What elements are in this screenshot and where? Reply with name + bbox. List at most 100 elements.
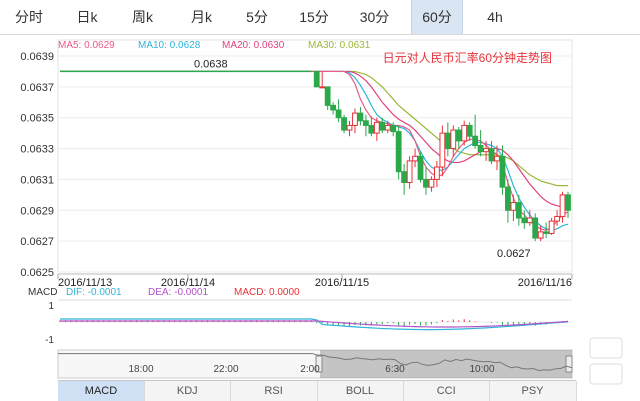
y-tick-label: 0.0631 <box>20 174 54 186</box>
y-tick-label: 0.0639 <box>20 51 54 63</box>
navigator-handle-right <box>565 355 573 373</box>
macd-dea: DEA: -0.0001 <box>148 287 208 298</box>
ma-legend: MA5: 0.0629 MA10: 0.0628 MA20: 0.0630 MA30:… <box>58 40 371 51</box>
candle-body <box>373 121 380 134</box>
candle-body <box>532 217 539 239</box>
candle-body <box>324 86 331 106</box>
tab-1[interactable]: 日k <box>76 9 98 25</box>
ma30-legend: MA30: 0.0631 <box>308 40 371 51</box>
tab-5[interactable]: 15分 <box>299 9 329 25</box>
y-tick-label: 0.0633 <box>20 144 54 156</box>
candle-body <box>428 178 435 188</box>
y-axis-ticks: 0.0639 0.0637 0.0635 0.0633 0.0631 0.0629 0.06… <box>20 51 572 279</box>
candle-body <box>505 186 511 211</box>
x-axis-ticks: 2016/11/13 2016/11/14 2016/11/15 2016/11/16 <box>57 274 573 289</box>
annotations: 0.0638 0.0627 日元对人民币汇率60分钟走势图 <box>194 50 552 260</box>
candle-body <box>461 124 468 142</box>
y-tick-label: 0.0635 <box>20 113 54 125</box>
watermark <box>586 334 626 390</box>
navigator-time: 22:00 <box>213 364 238 375</box>
candle-body <box>537 231 544 239</box>
candle-body <box>483 148 489 153</box>
tab-4[interactable]: 5分 <box>246 9 268 25</box>
indicator-tab-boll[interactable]: BOLL <box>317 381 404 401</box>
candle-body <box>357 112 364 122</box>
navigator-line <box>58 353 573 372</box>
candle-body <box>362 120 369 126</box>
navigator-time: 6:30 <box>385 364 405 375</box>
navigator-handle-left <box>315 355 323 373</box>
candle-body <box>450 129 457 150</box>
annotation-low: 0.0627 <box>497 248 531 260</box>
ma5-legend: MA5: 0.0629 <box>58 40 115 51</box>
candle-body <box>319 86 326 89</box>
candle-body <box>444 132 451 150</box>
candle-body <box>313 70 320 88</box>
indicator-tab-rsi[interactable]: RSI <box>231 381 318 401</box>
candle-body <box>395 131 402 173</box>
candle-body <box>335 109 342 119</box>
candle-body <box>548 220 555 234</box>
indicator-tabs: MACD KDJ RSI BOLL CCI PSY <box>58 380 577 401</box>
x-tick-label: 2016/11/15 <box>315 277 369 289</box>
candle-body <box>434 166 440 180</box>
macd-dif: DIF: -0.0001 <box>66 287 122 298</box>
indicator-tab-macd[interactable]: MACD <box>58 381 145 401</box>
indicator-tab-kdj[interactable]: KDJ <box>144 381 232 401</box>
candle-body <box>466 124 473 137</box>
macd-dea-line <box>60 320 569 328</box>
tab-2[interactable]: 周k <box>132 9 153 25</box>
candle-body <box>384 124 391 131</box>
tab-6[interactable]: 30分 <box>359 9 390 25</box>
y-tick-label: 0.0625 <box>20 267 54 279</box>
candle-body <box>390 124 397 133</box>
navigator: 18:00 22:00 2:00 6:30 10:00 <box>57 349 573 379</box>
macd-axis-top: 1 <box>48 301 54 312</box>
annotation-high: 0.0638 <box>194 58 228 70</box>
candle-body <box>439 132 446 168</box>
navigator-window <box>320 350 572 378</box>
candle-body <box>565 194 571 211</box>
candle-body <box>521 217 528 224</box>
candle-body <box>494 155 500 162</box>
tab-7[interactable]: 60分 <box>411 0 463 34</box>
x-tick-label: 2016/11/16 <box>518 277 572 289</box>
candle-body <box>488 148 495 162</box>
tab-3[interactable]: 月k <box>191 9 212 25</box>
macd-value: MACD: 0.0000 <box>234 287 300 298</box>
candle-body <box>341 117 347 131</box>
macd-panel: MACD DIF: -0.0001 DEA: -0.0001 MACD: 0.0000… <box>28 287 572 346</box>
candles <box>60 70 571 242</box>
candle-body <box>455 129 462 142</box>
y-tick-label: 0.0629 <box>20 205 54 217</box>
tab-8[interactable]: 4h <box>487 9 503 25</box>
candle-body <box>330 104 337 111</box>
candle-body <box>417 155 424 180</box>
candle-body <box>510 202 517 211</box>
ma20-legend: MA20: 0.0630 <box>222 40 285 51</box>
timeframe-tabs: 分时 日k 周k 月k 5分 15分 30分 60分 4h <box>0 0 640 35</box>
y-tick-label: 0.0637 <box>20 82 54 94</box>
candle-body <box>352 112 358 126</box>
macd-name: MACD <box>28 287 57 298</box>
navigator-time: 10:00 <box>469 364 494 375</box>
candle-body <box>543 231 550 234</box>
candle-body <box>477 144 484 153</box>
candle-body <box>515 202 522 219</box>
indicator-tab-cci[interactable]: CCI <box>403 381 491 401</box>
candle-body <box>346 124 353 131</box>
candle-body <box>526 217 533 224</box>
navigator-time: 2:00 <box>300 364 320 375</box>
navigator-time: 18:00 <box>128 364 153 375</box>
y-tick-label: 0.0627 <box>20 236 54 248</box>
candle-body <box>554 215 560 222</box>
candle-body <box>379 121 386 131</box>
indicator-tab-psy[interactable]: PSY <box>490 381 577 401</box>
x-tick-label: 2016/11/14 <box>161 277 215 289</box>
candle-body <box>559 194 566 217</box>
candle-body <box>499 155 506 188</box>
chart-title: 日元对人民币汇率60分钟走势图 <box>383 50 552 65</box>
candle-body <box>472 135 479 146</box>
tab-0[interactable]: 分时 <box>15 9 43 25</box>
candle-body <box>412 155 418 162</box>
